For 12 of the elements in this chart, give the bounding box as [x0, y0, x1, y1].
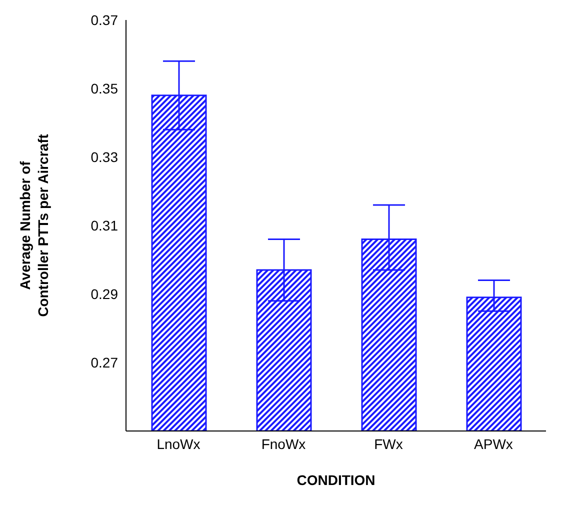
y-tick-label: 0.27	[90, 354, 118, 370]
y-tick-label: 0.29	[90, 286, 118, 302]
x-tick-label: LnoWx	[156, 436, 200, 452]
x-tick-label: FWx	[374, 436, 403, 452]
y-tick-label: 0.31	[90, 217, 118, 234]
y-tick-label: 0.35	[90, 80, 118, 96]
x-tick-label: FnoWx	[261, 436, 306, 452]
y-tick-label: 0.37	[90, 12, 118, 28]
x-axis-title: CONDITION	[296, 472, 376, 488]
y-tick-label: 0.33	[90, 148, 118, 165]
x-tick-label: APWx	[474, 436, 513, 452]
y-axis-title: Average Number of Controller PTTs per Aircraft	[17, 134, 51, 317]
